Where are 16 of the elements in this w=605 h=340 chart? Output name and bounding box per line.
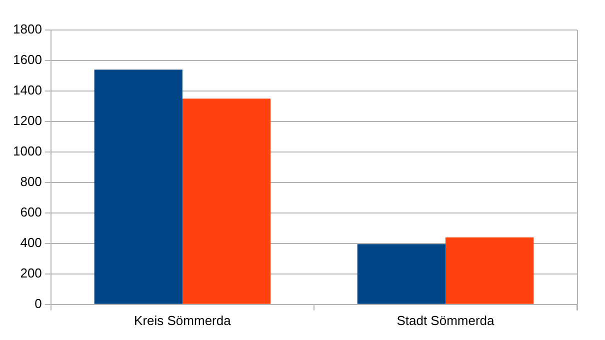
- y-tick-label: 1800: [13, 22, 42, 37]
- x-tick-label: Stadt Sömmerda: [396, 312, 496, 328]
- y-tick-label: 1400: [13, 82, 42, 98]
- y-tick-label: 200: [20, 265, 42, 280]
- bar: [445, 237, 534, 304]
- y-tick-label: 1000: [13, 144, 42, 159]
- y-tick-label: 600: [20, 204, 42, 220]
- y-tick-label: 0: [34, 296, 42, 311]
- y-tick-label: 400: [20, 235, 42, 250]
- y-tick-label: 800: [20, 174, 42, 190]
- bar: [357, 244, 446, 304]
- y-tick-label: 1600: [13, 52, 42, 68]
- x-tick-label: Kreis Sömmerda: [134, 312, 232, 328]
- y-tick-label: 1200: [13, 113, 42, 128]
- bar: [182, 98, 271, 304]
- bar: [94, 70, 182, 304]
